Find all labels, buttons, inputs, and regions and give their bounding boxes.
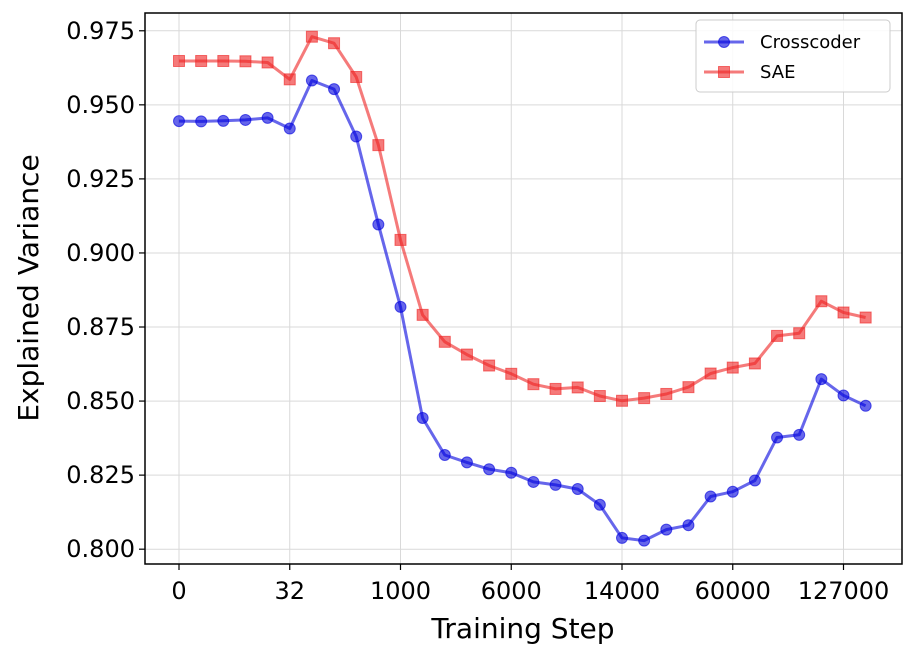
data-point-sae — [460, 348, 473, 361]
x-tick-label: 60000 — [695, 577, 771, 605]
y-tick-label: 0.800 — [66, 535, 135, 563]
data-point-sae — [173, 54, 185, 67]
data-point-sae — [239, 55, 252, 68]
x-tick-label: 1000 — [370, 577, 431, 605]
x-axis: 0 32 1000 6000 14000 60000 127000 — [171, 564, 889, 605]
data-point-sae — [815, 295, 828, 308]
data-point-crosscoder — [704, 490, 717, 503]
data-point-crosscoder — [483, 463, 496, 476]
data-point-sae — [305, 30, 318, 43]
data-point-crosscoder — [372, 218, 385, 231]
data-point-sae — [726, 361, 739, 374]
data-point-crosscoder — [682, 519, 695, 532]
data-point-crosscoder — [283, 122, 296, 135]
x-tick-label: 6000 — [481, 577, 542, 605]
data-point-crosscoder — [748, 474, 761, 487]
data-point-crosscoder — [505, 466, 518, 479]
data-point-sae — [527, 378, 540, 391]
series-layer — [173, 30, 872, 547]
data-point-sae — [394, 233, 407, 246]
data-point-sae — [483, 359, 496, 372]
data-point-crosscoder — [416, 411, 429, 424]
data-point-sae — [660, 387, 673, 400]
data-point-crosscoder — [460, 456, 473, 469]
data-point-crosscoder — [173, 115, 185, 128]
legend-crosscoder-marker — [718, 36, 730, 48]
data-point-crosscoder — [217, 114, 230, 127]
data-point-sae — [505, 367, 518, 380]
x-axis-label: Training Step — [430, 612, 614, 645]
y-tick-label: 0.900 — [66, 239, 135, 267]
data-point-sae — [350, 70, 363, 83]
data-point-crosscoder — [726, 485, 739, 498]
y-tick-label: 0.925 — [66, 165, 135, 193]
data-point-crosscoder — [616, 531, 628, 544]
y-tick-label: 0.850 — [66, 387, 135, 415]
x-tick-label: 0 — [171, 577, 186, 605]
data-point-sae — [593, 390, 606, 403]
data-point-crosscoder — [350, 130, 363, 143]
data-point-sae — [638, 392, 651, 405]
data-point-sae — [793, 327, 806, 340]
data-point-crosscoder — [328, 83, 341, 96]
data-point-sae — [549, 382, 562, 395]
x-tick-label: 127000 — [798, 577, 890, 605]
data-point-sae — [217, 54, 230, 67]
data-point-sae — [616, 394, 628, 407]
data-point-sae — [195, 54, 208, 67]
data-point-sae — [438, 335, 451, 348]
data-point-crosscoder — [859, 399, 872, 412]
data-point-sae — [771, 329, 784, 342]
data-point-sae — [837, 306, 850, 319]
legend-sae-label: SAE — [760, 62, 795, 83]
data-point-crosscoder — [837, 389, 850, 402]
y-axis: 0.800 0.825 0.850 0.875 0.900 0.925 0.950 0.975 — [66, 17, 145, 563]
legend-crosscoder-label: Crosscoder — [760, 32, 861, 53]
data-point-sae — [571, 381, 584, 394]
data-point-crosscoder — [527, 475, 540, 488]
legend-box — [695, 19, 891, 93]
data-point-sae — [704, 367, 717, 380]
data-point-crosscoder — [549, 478, 562, 491]
y-tick-label: 0.825 — [66, 461, 135, 489]
data-point-crosscoder — [195, 115, 208, 128]
y-tick-label: 0.950 — [66, 91, 135, 119]
data-point-sae — [416, 308, 429, 321]
data-point-sae — [328, 37, 341, 50]
legend-sae-marker — [718, 66, 730, 78]
plot-frame — [144, 12, 903, 565]
data-point-crosscoder — [771, 431, 784, 444]
data-point-sae — [372, 139, 385, 152]
data-point-crosscoder — [793, 428, 806, 441]
data-point-crosscoder — [638, 534, 651, 547]
x-tick-label: 32 — [274, 577, 305, 605]
data-point-crosscoder — [660, 523, 673, 536]
y-tick-label: 0.975 — [66, 17, 135, 45]
data-point-sae — [283, 73, 296, 86]
y-axis-label: Explained Variance — [12, 154, 45, 421]
y-tick-label: 0.875 — [66, 313, 135, 341]
data-point-crosscoder — [815, 373, 828, 386]
data-point-crosscoder — [438, 448, 451, 461]
grid — [145, 13, 902, 564]
data-point-sae — [682, 381, 695, 394]
data-point-crosscoder — [239, 113, 252, 126]
data-point-crosscoder — [571, 483, 584, 496]
data-point-crosscoder — [305, 74, 318, 87]
data-point-sae — [261, 56, 274, 69]
data-point-crosscoder — [261, 111, 274, 124]
data-point-sae — [859, 311, 872, 324]
x-tick-label: 14000 — [584, 577, 660, 605]
series-line-crosscoder — [178, 79, 867, 543]
data-point-crosscoder — [593, 498, 606, 511]
legend: Crosscoder SAE — [695, 19, 891, 93]
data-point-sae — [748, 357, 761, 370]
data-point-crosscoder — [394, 300, 407, 313]
